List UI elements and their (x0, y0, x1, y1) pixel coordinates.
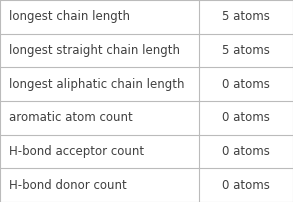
Text: 5 atoms: 5 atoms (222, 10, 270, 23)
Text: 0 atoms: 0 atoms (222, 78, 270, 91)
Text: longest chain length: longest chain length (9, 10, 130, 23)
Text: 0 atoms: 0 atoms (222, 145, 270, 158)
Text: 0 atoms: 0 atoms (222, 111, 270, 124)
Text: longest straight chain length: longest straight chain length (9, 44, 180, 57)
Text: longest aliphatic chain length: longest aliphatic chain length (9, 78, 184, 91)
Text: H-bond acceptor count: H-bond acceptor count (9, 145, 144, 158)
Text: aromatic atom count: aromatic atom count (9, 111, 132, 124)
Text: H-bond donor count: H-bond donor count (9, 179, 127, 192)
Text: 5 atoms: 5 atoms (222, 44, 270, 57)
Text: 0 atoms: 0 atoms (222, 179, 270, 192)
